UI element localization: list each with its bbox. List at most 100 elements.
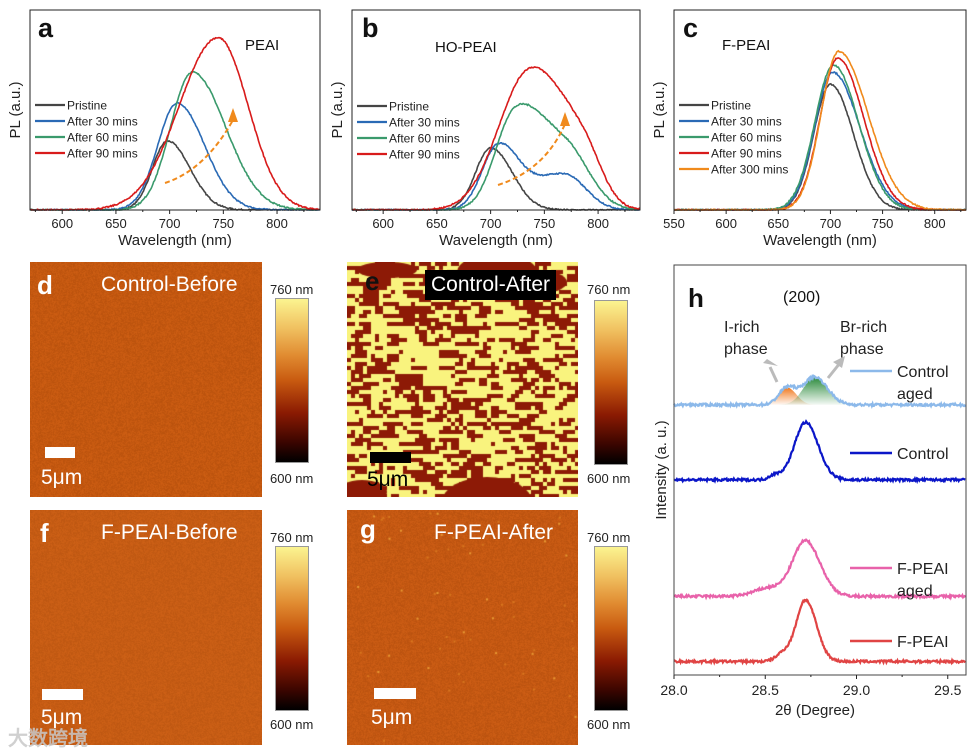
plot-frame [29, 9, 321, 211]
xrd-trace-f-peai [673, 598, 967, 666]
panel-letter-e: e [365, 266, 380, 296]
phase-label: phase [724, 341, 768, 358]
arrow-line [768, 366, 779, 383]
scale-bar-g [374, 688, 416, 699]
panel-title: HO-PEAI [435, 39, 497, 56]
arrow-head-icon [228, 108, 238, 122]
colorbar-g [594, 546, 628, 711]
x-tick-label: 28.0 [660, 682, 687, 698]
legend-label: After 60 mins [711, 131, 782, 145]
phase-label: phase [840, 341, 884, 358]
legend-label: aged [897, 583, 933, 600]
legend-label: After 90 mins [67, 147, 138, 161]
xrd-chart-h: Control aged Control F-PEAI aged F-PEAI I-ric… [653, 264, 967, 719]
x-tick-label: 28.5 [752, 682, 779, 698]
pl-chart-a: Pristine After 30 mins After 60 mins After … [7, 9, 321, 249]
y-axis-label: PL (a.u.) [7, 82, 24, 139]
legend-label: After 90 mins [389, 148, 460, 162]
phase-label: I-rich [724, 319, 760, 336]
plot-frame [351, 9, 641, 211]
fitted-peak-br-rich-phase [778, 376, 852, 405]
watermark: 大数跨境 [8, 728, 88, 750]
legend-label: After 60 mins [67, 131, 138, 145]
panel-letter-d: d [37, 270, 53, 300]
xrd-trace-control-aged [673, 374, 967, 409]
x-axis-label: Wavelength (nm) [439, 232, 553, 249]
panel-title-d: Control-Before [101, 273, 238, 296]
legend-label: After 60 mins [389, 132, 460, 146]
x-tick-label: 29.0 [843, 682, 870, 698]
scale-bar-label-f: 5μm [41, 706, 83, 729]
legend-label: Control [897, 364, 949, 381]
x-tick-label: 650 [105, 216, 127, 231]
legend-label: F-PEAI [897, 561, 949, 578]
arrow-head-icon [560, 112, 570, 126]
panel-letter: b [362, 13, 379, 43]
panel-letter: h [688, 283, 704, 313]
colorbar-min-g: 600 nm [587, 717, 631, 732]
phase-label: Br-rich [840, 319, 887, 336]
x-tick-label: 800 [266, 216, 288, 231]
xrd-trace-f-peai-aged [673, 537, 967, 601]
x-tick-label: 750 [534, 216, 556, 231]
pl-chart-b: Pristine After 30 mins After 60 mins After … [329, 9, 641, 249]
x-tick-label: 650 [767, 216, 789, 231]
plot-frame [673, 9, 967, 211]
x-tick-label: 750 [872, 216, 894, 231]
legend-label: F-PEAI [897, 634, 949, 651]
x-tick-label: 700 [159, 216, 181, 231]
colorbar-d [275, 298, 309, 463]
x-axis-label: Wavelength (nm) [118, 232, 232, 249]
fitted-peak-i-rich-phase [750, 387, 824, 405]
x-tick-label: 29.5 [934, 682, 961, 698]
panel-letter-f: f [40, 518, 49, 548]
arrow-head-icon [763, 359, 778, 366]
legend-label: Pristine [67, 99, 107, 113]
trend-arrow [164, 119, 234, 184]
colorbar-min-e: 600 nm [587, 471, 631, 486]
legend-label: Control [897, 446, 949, 463]
x-tick-label: 750 [212, 216, 234, 231]
series-line-after-90-mins [29, 36, 320, 212]
plot-frame [673, 264, 967, 676]
arrow-head-icon [833, 356, 845, 368]
panel-letter: a [38, 13, 54, 43]
x-tick-label: 600 [372, 216, 394, 231]
legend-label: aged [897, 386, 933, 403]
scale-bar-label-g: 5μm [371, 706, 413, 729]
colorbar-max-e: 760 nm [587, 282, 631, 297]
legend-label: After 30 mins [711, 115, 782, 129]
x-tick-label: 650 [426, 216, 448, 231]
scale-bar-f [42, 689, 83, 700]
panel-letter: c [683, 13, 698, 43]
legend-label: After 300 mins [711, 163, 788, 177]
y-axis-label: PL (a.u.) [651, 82, 668, 139]
x-tick-label: 550 [663, 216, 685, 231]
arrow-line [826, 362, 842, 379]
legend-label: Pristine [711, 99, 751, 113]
panel-title: PEAI [245, 37, 279, 54]
scale-bar-e [370, 452, 411, 463]
colorbar-e [594, 300, 628, 465]
colorbar-min-d: 600 nm [270, 471, 314, 486]
panel-title-f: F-PEAI-Before [101, 521, 238, 544]
x-tick-label: 700 [820, 216, 842, 231]
afm-image-fpeai-after [347, 510, 578, 745]
pl-chart-c: Pristine After 30 mins After 60 mins After … [651, 9, 967, 249]
afm-image-fpeai-before [30, 510, 262, 745]
colorbar-max-d: 760 nm [270, 282, 314, 297]
y-axis-label: PL (a.u.) [329, 82, 346, 139]
scale-bar-label-d: 5μm [41, 466, 83, 489]
y-axis-label: Intensity (a. u.) [653, 420, 670, 519]
xrd-trace-control [673, 419, 966, 485]
series-line-after-90-mins [351, 66, 641, 211]
legend-label: Pristine [389, 100, 429, 114]
panel-title-e: Control-After [425, 270, 557, 300]
colorbar-max-f: 760 nm [270, 530, 314, 545]
colorbar-max-g: 760 nm [587, 530, 631, 545]
x-tick-label: 800 [924, 216, 946, 231]
legend-label: After 90 mins [711, 147, 782, 161]
trend-arrow [497, 123, 566, 186]
